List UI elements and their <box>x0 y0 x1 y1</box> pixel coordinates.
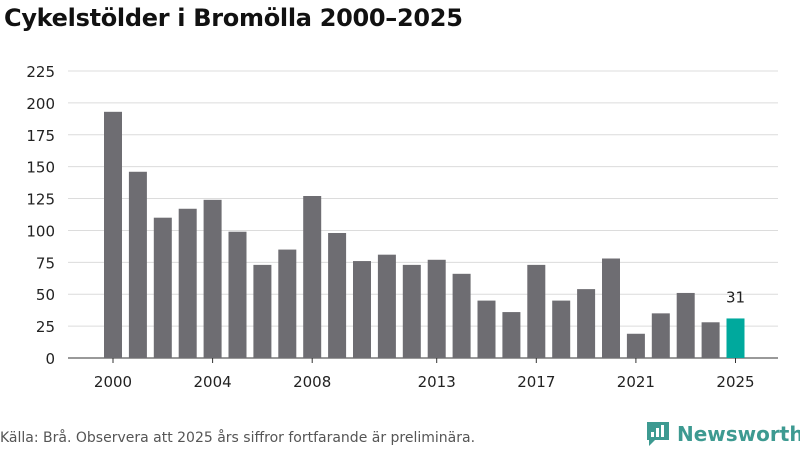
bars <box>104 111 745 358</box>
bar-2012 <box>402 264 421 358</box>
x-tick-label: 2017 <box>517 373 555 391</box>
y-tick-label: 100 <box>26 222 55 240</box>
bar-2006 <box>253 264 272 358</box>
y-tick-label: 75 <box>36 254 55 272</box>
bar-2015 <box>477 300 496 358</box>
bar-2024 <box>701 322 720 358</box>
y-tick-label: 25 <box>36 318 55 336</box>
bar-2021 <box>626 333 645 358</box>
x-tick-label: 2013 <box>418 373 456 391</box>
y-tick-label: 200 <box>26 95 55 113</box>
bar-2005 <box>228 231 247 358</box>
bar-2018 <box>552 300 571 358</box>
data-label-2025: 31 <box>726 288 745 306</box>
bar-2022 <box>651 313 670 358</box>
bar-2004 <box>203 199 222 358</box>
bar-2019 <box>577 289 596 358</box>
data-labels: 31 <box>726 288 745 306</box>
bar-2010 <box>353 261 371 358</box>
brand-name: Newsworthy <box>677 422 800 446</box>
x-axis-ticks: 2000 2004 2008 2013 2017 2021 2025 <box>94 358 755 391</box>
brand-logo[interactable]: Newsworthy <box>645 420 800 448</box>
bar-2003 <box>178 208 197 358</box>
y-axis-ticks: 0 25 50 75 100 125 150 175 200 225 <box>26 63 55 368</box>
bar-2023 <box>676 292 695 358</box>
y-tick-label: 0 <box>45 350 55 368</box>
bar-2002 <box>153 217 172 358</box>
x-tick-label: 2004 <box>194 373 232 391</box>
source-note: Källa: Brå. Observera att 2025 års siffr… <box>0 430 476 446</box>
bar-2017 <box>527 264 546 358</box>
bar-2013 <box>427 259 446 358</box>
gridlines <box>68 70 778 359</box>
x-tick-label: 2008 <box>293 373 331 391</box>
bar-2000 <box>104 111 122 358</box>
newsworthy-logo-icon <box>647 422 669 446</box>
bar-2008 <box>303 196 322 358</box>
y-tick-label: 150 <box>26 159 55 177</box>
y-tick-label: 225 <box>26 63 55 81</box>
bar-2016 <box>502 312 521 358</box>
bar-2020 <box>602 258 620 358</box>
bar-2011 <box>377 254 396 358</box>
x-tick-label: 2025 <box>716 373 754 391</box>
x-tick-label: 2021 <box>617 373 655 391</box>
bar-2001 <box>128 171 147 358</box>
y-tick-label: 50 <box>36 286 55 304</box>
bar-2009 <box>328 232 347 358</box>
bar-2014 <box>452 273 471 358</box>
y-tick-label: 125 <box>26 191 55 209</box>
bar-2025 <box>726 318 745 358</box>
y-tick-label: 175 <box>26 127 55 145</box>
bar-2007 <box>278 249 297 358</box>
chart-title: Cykelstölder i Bromölla 2000–2025 <box>4 4 463 32</box>
x-tick-label: 2000 <box>94 373 132 391</box>
